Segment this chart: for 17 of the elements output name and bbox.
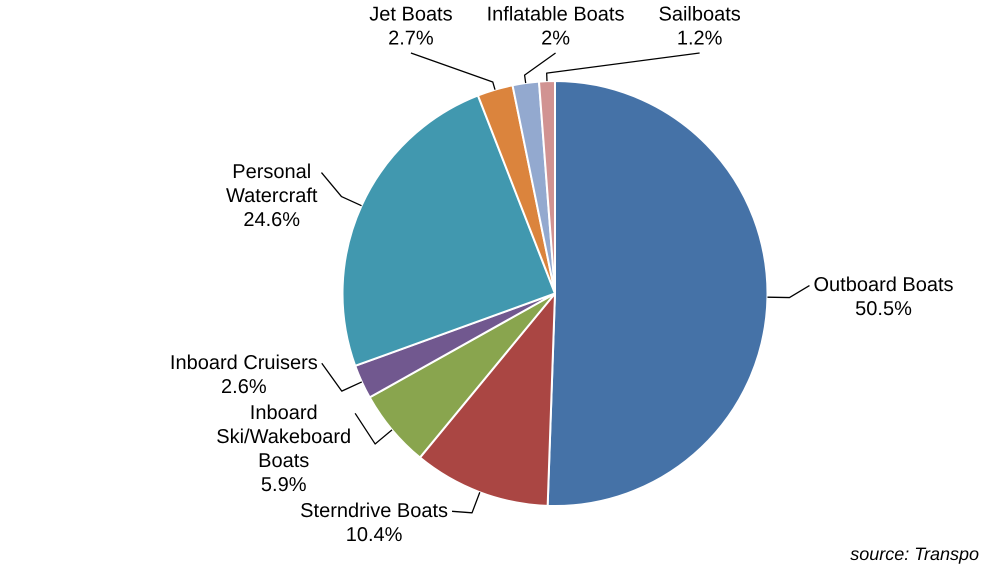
slice-label: Inflatable Boats bbox=[486, 4, 624, 26]
slice-label: Inboard Ski/Wakeboard Boats bbox=[216, 402, 352, 472]
data-label: 24.6% bbox=[243, 209, 300, 232]
data-label: 5.9% bbox=[260, 474, 307, 496]
slice-label: Sailboats bbox=[658, 4, 741, 26]
source-note: source: Transpo bbox=[850, 544, 979, 565]
data-label: 10.4% bbox=[346, 524, 403, 546]
data-label: 2.7% bbox=[388, 28, 434, 50]
data-label: 50.5% bbox=[855, 298, 912, 320]
slice-label: Outboard Boats bbox=[813, 274, 954, 296]
data-label: 2% bbox=[541, 28, 570, 50]
slice-label: Sterndrive Boats bbox=[300, 500, 448, 522]
slice-label: Personal Watercraft bbox=[226, 161, 318, 208]
data-label: 1.2% bbox=[676, 28, 723, 50]
data-label: 2.6% bbox=[221, 376, 267, 398]
slice-label: Inboard Cruisers bbox=[170, 352, 318, 374]
slice-label: Jet Boats bbox=[369, 4, 453, 26]
